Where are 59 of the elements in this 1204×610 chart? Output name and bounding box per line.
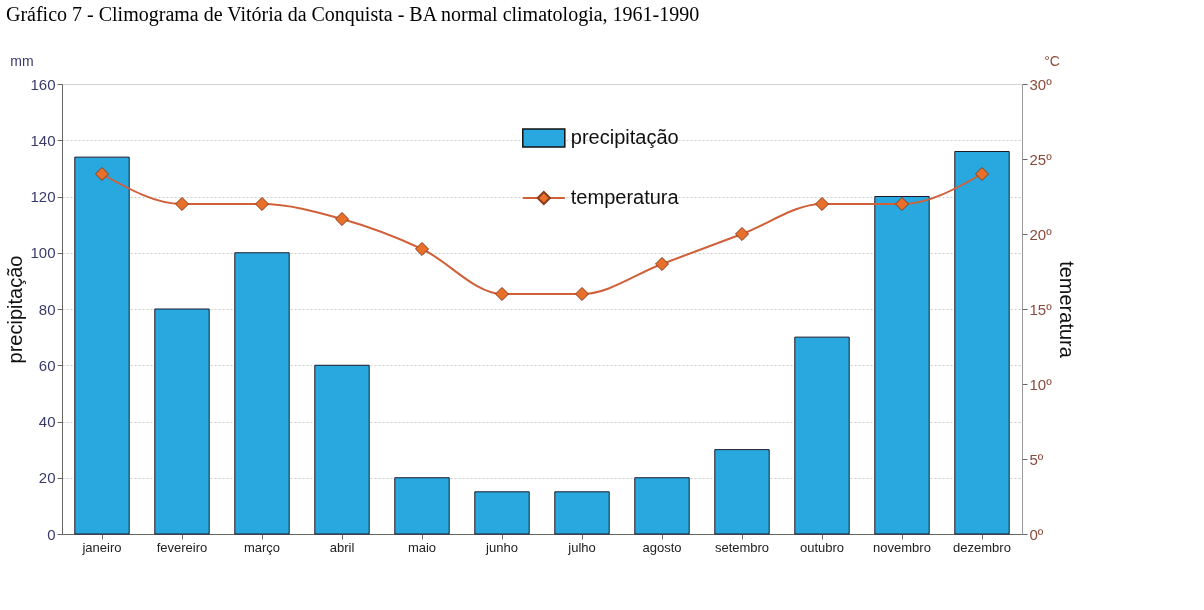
bar <box>794 336 850 535</box>
x-tick-label: março <box>243 539 281 555</box>
y-tick-label: 80 <box>38 300 56 318</box>
bar <box>634 477 690 535</box>
bar <box>154 308 210 535</box>
y-tick-label: 40 <box>38 413 56 430</box>
legend-label: temperatura <box>570 186 680 208</box>
x-tick-label: outubro <box>799 539 845 555</box>
legend-label: precipitação <box>570 126 679 148</box>
y-tick-label: 120 <box>30 188 56 205</box>
y-tick-label: 0 <box>47 525 56 543</box>
point <box>894 196 910 212</box>
x-tick-label: agosto <box>642 539 682 555</box>
text: °C <box>1044 53 1060 69</box>
point <box>414 241 430 257</box>
y2-tick-label: 30º <box>1029 75 1053 93</box>
point <box>494 286 510 302</box>
bar <box>874 196 930 535</box>
text: mm <box>10 53 34 69</box>
point <box>94 166 110 182</box>
x-tick-label: fevereiro <box>156 539 208 555</box>
point <box>254 196 270 212</box>
x-tick-label: dezembro <box>953 539 1011 555</box>
y2-tick-label: 0º <box>1029 525 1044 543</box>
x-tick-label: junho <box>485 539 518 555</box>
point <box>734 226 750 242</box>
x-tick-label: novembro <box>873 539 931 555</box>
bar <box>714 449 770 535</box>
point <box>334 211 350 227</box>
bar <box>554 491 610 535</box>
point <box>814 196 830 212</box>
y2-axis-title: temeratura <box>1055 261 1078 359</box>
bar <box>314 364 370 535</box>
bar <box>74 156 130 535</box>
y2-tick-label: 10º <box>1029 375 1053 393</box>
point <box>654 256 670 272</box>
y2-tick-label: 25º <box>1029 150 1053 168</box>
y2-tick-label: 15º <box>1029 300 1053 318</box>
y2-tick-label: 20º <box>1029 225 1053 243</box>
y-tick-label: 100 <box>30 244 56 262</box>
y-tick-label: 140 <box>30 131 56 149</box>
bar <box>954 151 1010 535</box>
bar <box>474 491 530 535</box>
x-tick-label: maio <box>407 539 437 555</box>
point <box>974 166 990 182</box>
bar <box>234 252 290 535</box>
point <box>574 286 590 302</box>
point <box>174 196 190 212</box>
x-tick-label: janeiro <box>81 539 122 555</box>
y-tick-label: 20 <box>38 469 56 487</box>
bar <box>394 477 450 535</box>
y-axis-title: precipitação <box>4 255 27 364</box>
y-tick-label: 160 <box>30 75 56 93</box>
x-tick-label: julho <box>567 539 596 555</box>
y-tick-label: 60 <box>38 356 56 374</box>
y2-tick-label: 5º <box>1029 450 1044 468</box>
x-tick-label: abril <box>329 539 355 555</box>
chart-title: Gráfico 7 - Climograma de Vitória da Conquista - BA normal climatologia, 1961-1990 <box>5 3 700 26</box>
x-tick-label: setembro <box>714 539 770 555</box>
